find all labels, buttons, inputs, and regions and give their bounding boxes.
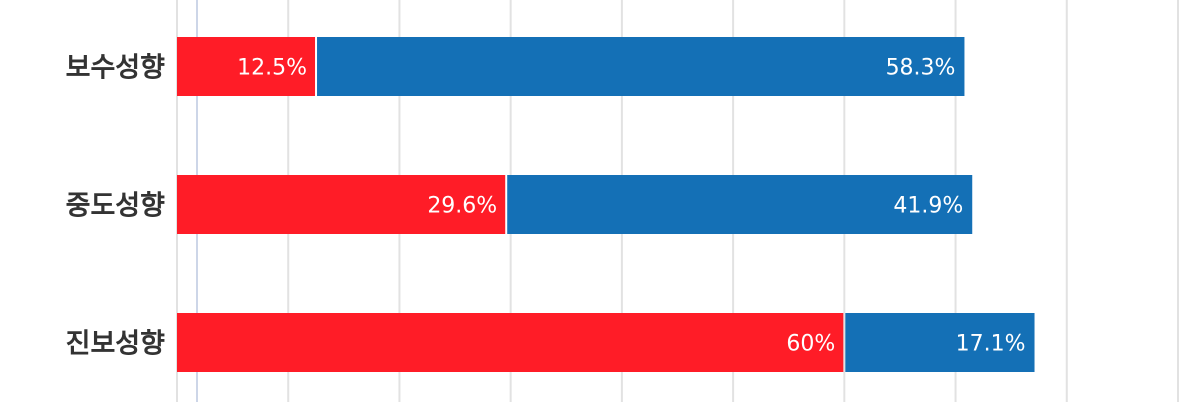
data-label: 60% <box>786 332 835 357</box>
bar-segment <box>845 313 1035 372</box>
bar-segment <box>177 175 506 234</box>
data-label: 41.9% <box>893 194 963 219</box>
bar-segment <box>507 175 973 234</box>
bar-segment <box>177 37 316 96</box>
data-label: 17.1% <box>956 332 1026 357</box>
data-label: 58.3% <box>886 56 956 81</box>
bar-segment <box>177 313 844 372</box>
bar-segment <box>317 37 965 96</box>
bars: 12.5% 58.3% 29.6% 41.9% 60% 17.1% <box>177 37 1035 372</box>
category-label: 진보성향 <box>66 329 166 360</box>
category-label: 보수성향 <box>66 53 166 84</box>
data-label: 29.6% <box>427 194 497 219</box>
category-label: 중도성향 <box>66 191 166 222</box>
data-label: 12.5% <box>237 56 307 81</box>
